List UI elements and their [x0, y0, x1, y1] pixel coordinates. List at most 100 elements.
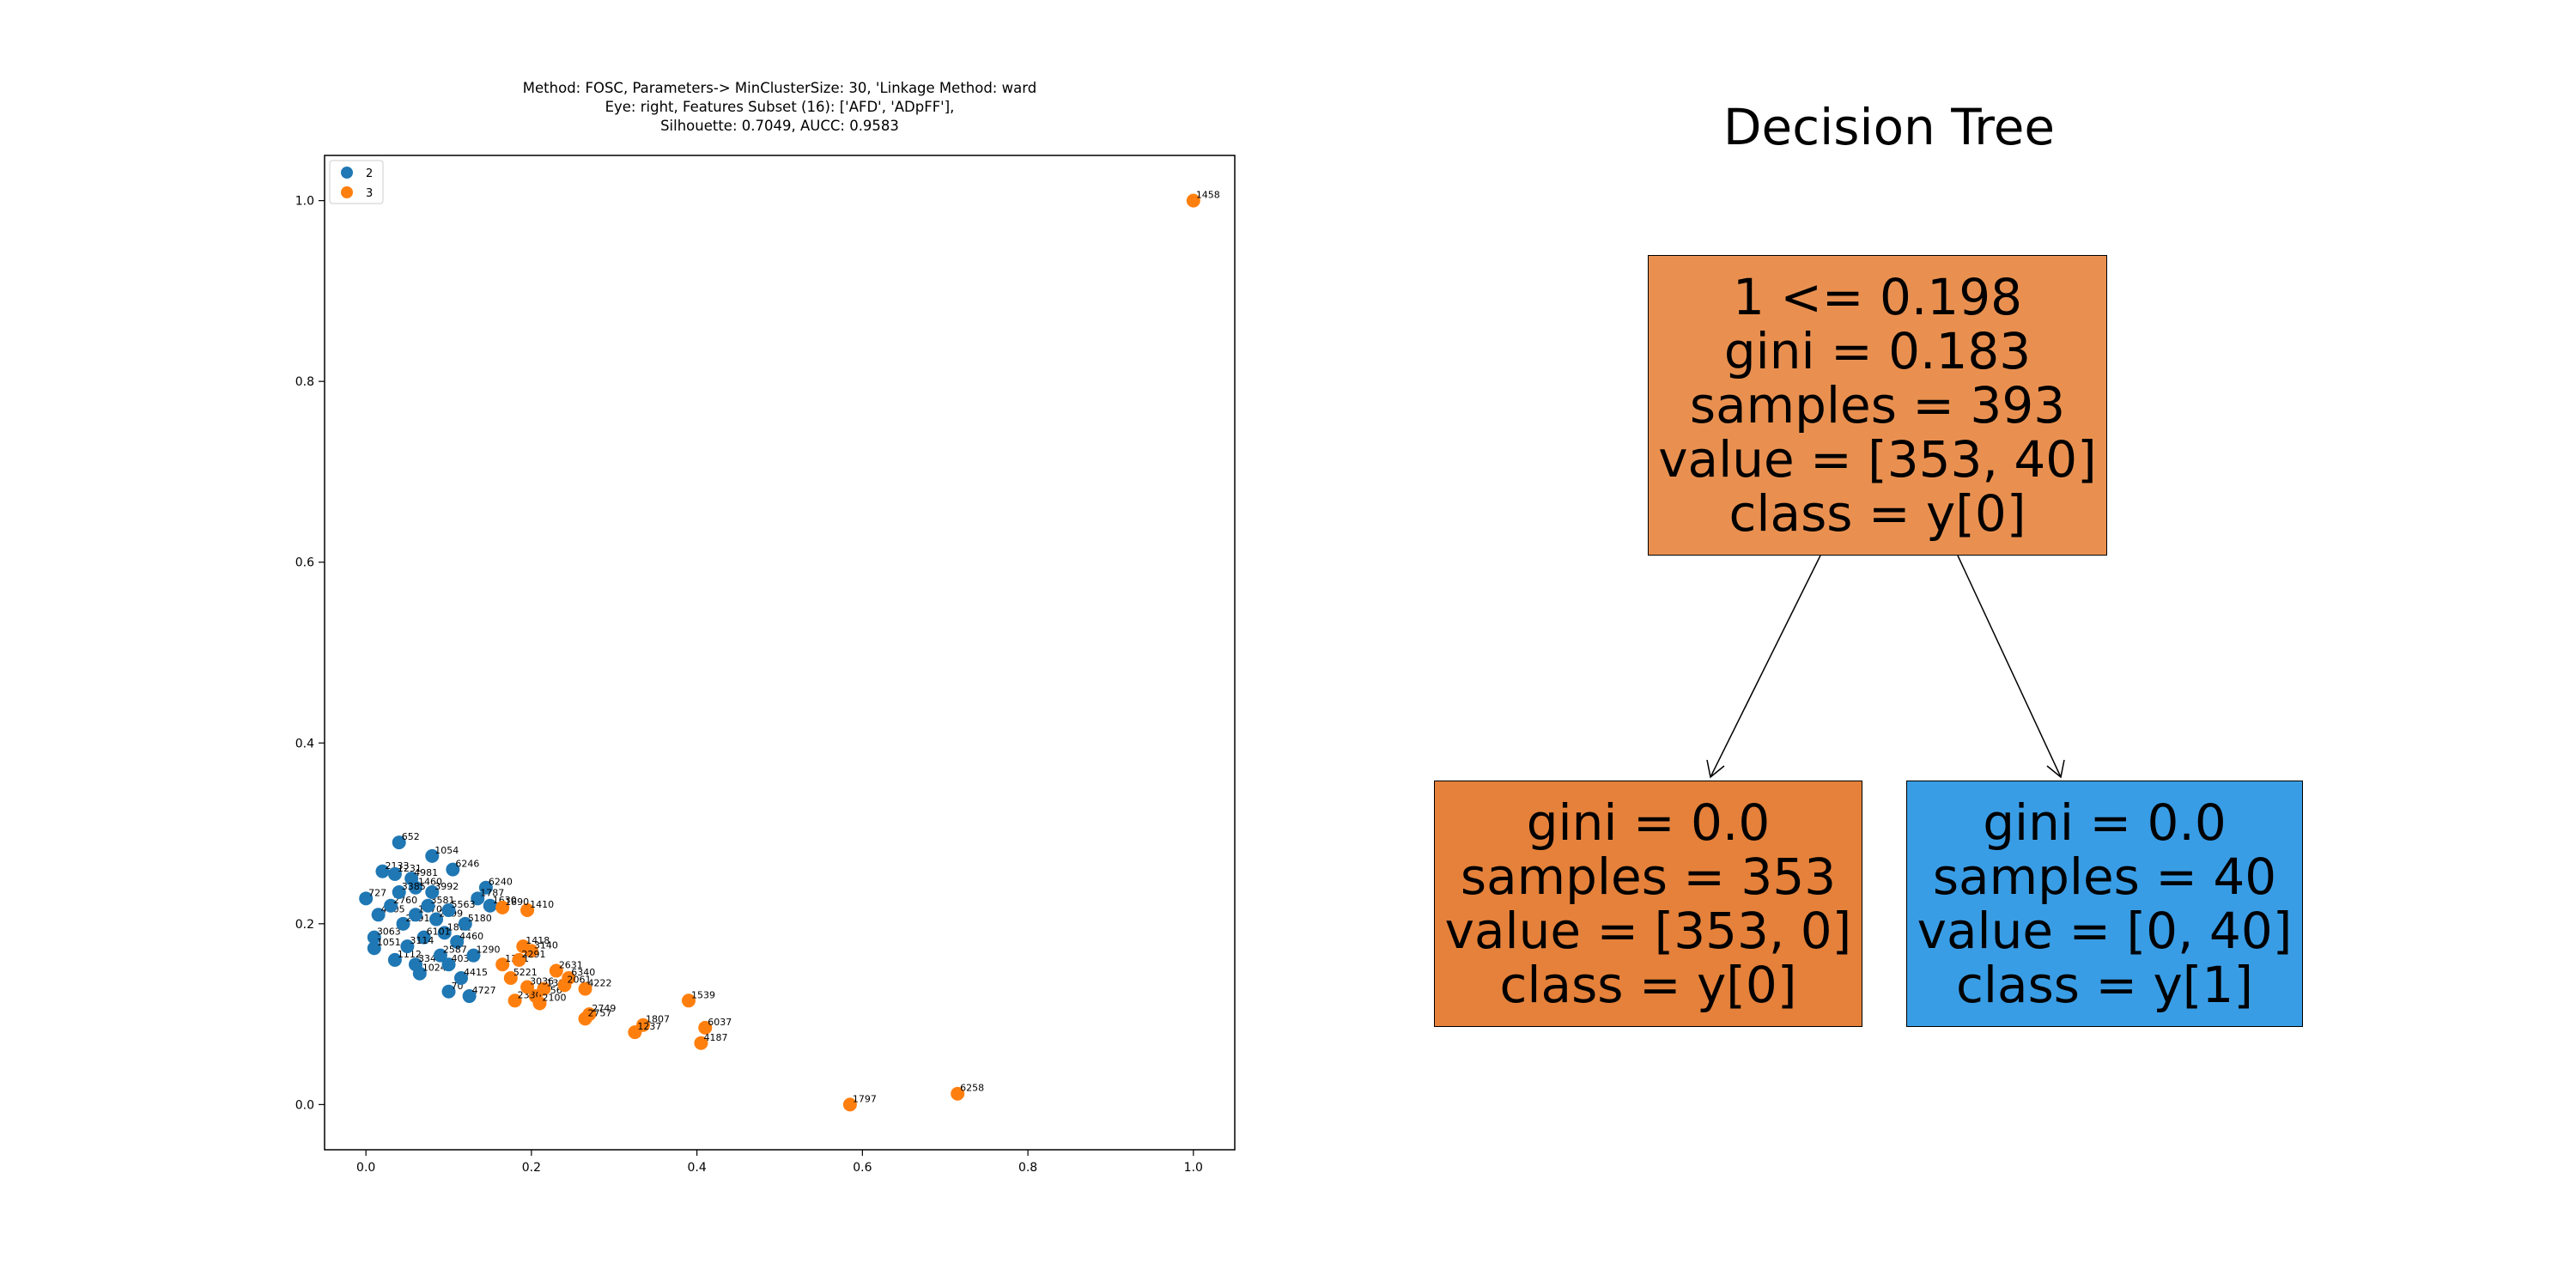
data-point: [387, 866, 402, 881]
x-tick-label: 0.4: [688, 1161, 707, 1175]
node-right-class: class = y[1]: [1956, 955, 2253, 1014]
data-point: [557, 978, 572, 993]
data-point-label: 1460: [418, 877, 442, 888]
y-tick-label: 0.4: [295, 737, 314, 750]
legend-marker: [341, 167, 353, 179]
data-point-label: 4981: [414, 867, 438, 878]
data-point-label: 4415: [464, 967, 488, 978]
data-point: [951, 1086, 965, 1101]
data-point-label: 2749: [592, 1003, 616, 1014]
node-root-gini: gini = 0.183: [1723, 321, 2032, 380]
data-point: [1186, 193, 1200, 208]
y-tick-label: 1.0: [295, 195, 314, 209]
data-point: [367, 941, 381, 956]
data-point-label: 1410: [530, 899, 554, 910]
data-point-label: 1290: [476, 945, 500, 956]
data-point: [425, 884, 440, 899]
data-point-label: 727: [368, 887, 386, 898]
x-tick-label: 1.0: [1184, 1161, 1203, 1175]
data-point-label: 3036: [530, 976, 554, 987]
data-point-label: 4222: [588, 978, 612, 989]
data-point-label: 1024: [422, 963, 447, 974]
data-point: [384, 898, 398, 913]
node-root-split: 1 <= 0.198: [1732, 267, 2022, 326]
data-point-label: 4460: [459, 931, 483, 942]
legend-label: 2: [366, 167, 373, 180]
y-tick-label: 0.2: [295, 918, 314, 932]
data-point-label: 1418: [526, 935, 550, 946]
data-point: [367, 930, 381, 945]
data-point-label: 6258: [960, 1083, 984, 1094]
data-point: [396, 916, 410, 931]
data-point-label: 3992: [434, 881, 459, 892]
node-left-samples: samples = 353: [1460, 847, 1837, 906]
tree-title: Decision Tree: [1722, 98, 2056, 156]
data-point-label: 2100: [543, 992, 567, 1003]
data-point: [549, 963, 563, 978]
data-point: [441, 957, 456, 972]
node-root-class: class = y[0]: [1728, 483, 2026, 543]
data-point: [842, 1097, 857, 1112]
data-point-label: 3385: [402, 881, 426, 892]
data-point: [458, 916, 472, 931]
legend-marker: [341, 186, 353, 198]
data-point: [433, 948, 447, 963]
data-point: [578, 981, 592, 996]
data-point-label: 2631: [559, 960, 583, 971]
data-point-label: 1237: [637, 1021, 661, 1032]
data-point: [507, 993, 522, 1008]
data-point-label: 6240: [489, 877, 513, 888]
data-point: [462, 989, 477, 1004]
data-point-label: 6101: [427, 927, 451, 938]
data-point: [392, 884, 406, 899]
data-point: [682, 993, 696, 1008]
node-left-gini: gini = 0.0: [1526, 793, 1771, 852]
data-point: [371, 908, 386, 922]
data-point-label: 1458: [1196, 190, 1220, 201]
edge-root-left: [1710, 555, 1821, 778]
data-point-label: 4187: [703, 1032, 727, 1043]
data-point-label: 1054: [434, 845, 459, 856]
node-left-value: value = [353, 0]: [1444, 901, 1852, 960]
tree-node-root: 1 <= 0.198 gini = 0.183 samples = 393 va…: [1648, 255, 2107, 556]
data-point-label: 2291: [521, 949, 545, 960]
legend-label: 3: [366, 187, 373, 200]
data-point: [441, 903, 456, 918]
data-point: [503, 970, 518, 985]
node-right-gini: gini = 0.0: [1983, 793, 2227, 852]
data-point: [578, 1012, 592, 1026]
data-point-label: 1890: [505, 896, 529, 908]
data-point: [441, 984, 456, 999]
data-point: [471, 891, 485, 906]
data-point: [520, 903, 535, 918]
node-right-value: value = [0, 40]: [1917, 901, 2293, 960]
data-point: [425, 848, 440, 863]
data-point: [537, 981, 551, 996]
data-point-label: 2587: [443, 945, 467, 956]
data-point-label: 1539: [691, 989, 715, 1000]
data-point-label: 6246: [455, 859, 479, 870]
data-point: [359, 891, 374, 906]
data-point-label: 2061: [567, 974, 591, 985]
data-point: [483, 898, 497, 913]
y-tick-label: 0.8: [295, 375, 314, 389]
data-point: [392, 835, 406, 850]
data-point-label: 3114: [410, 935, 434, 946]
node-right-samples: samples = 40: [1932, 847, 2277, 906]
data-point: [698, 1020, 713, 1035]
data-point: [466, 948, 481, 963]
data-point-label: 6037: [708, 1017, 732, 1028]
tree-node-right: gini = 0.0 samples = 40 value = [0, 40] …: [1906, 781, 2303, 1027]
x-tick-label: 0.0: [356, 1161, 375, 1175]
data-point-label: 3063: [377, 927, 401, 938]
data-point-label: 6340: [571, 967, 595, 978]
data-point: [416, 930, 431, 945]
edge-root-left-arrowhead: [1706, 759, 1725, 779]
data-point: [478, 880, 493, 895]
data-point: [532, 996, 547, 1011]
data-point: [409, 880, 422, 895]
data-point: [520, 980, 535, 994]
node-root-value: value = [353, 40]: [1658, 429, 2097, 489]
